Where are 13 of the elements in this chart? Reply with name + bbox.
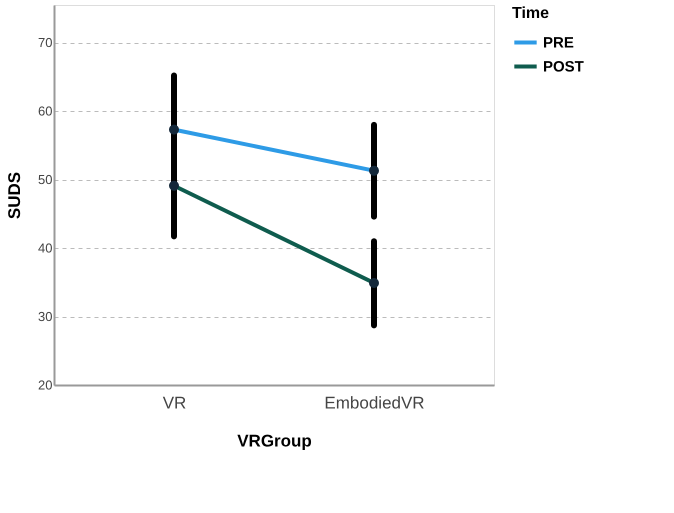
x-axis-title: VRGroup [237, 432, 312, 450]
y-tick-label: 70 [38, 35, 52, 50]
legend-label: PRE [543, 34, 574, 52]
y-tick-label: 60 [38, 104, 52, 119]
y-axis-title: SUDS [5, 172, 24, 220]
y-tick-label: 30 [38, 309, 52, 324]
y-tick-label: 40 [38, 240, 52, 256]
y-tick-label: 50 [38, 172, 52, 188]
legend-label: POST [543, 58, 584, 76]
x-tick-label: VR [162, 394, 186, 412]
y-tick-label: 20 [38, 378, 52, 392]
legend-title: Time [512, 5, 550, 22]
x-tick-label: EmbodiedVR [324, 394, 425, 412]
